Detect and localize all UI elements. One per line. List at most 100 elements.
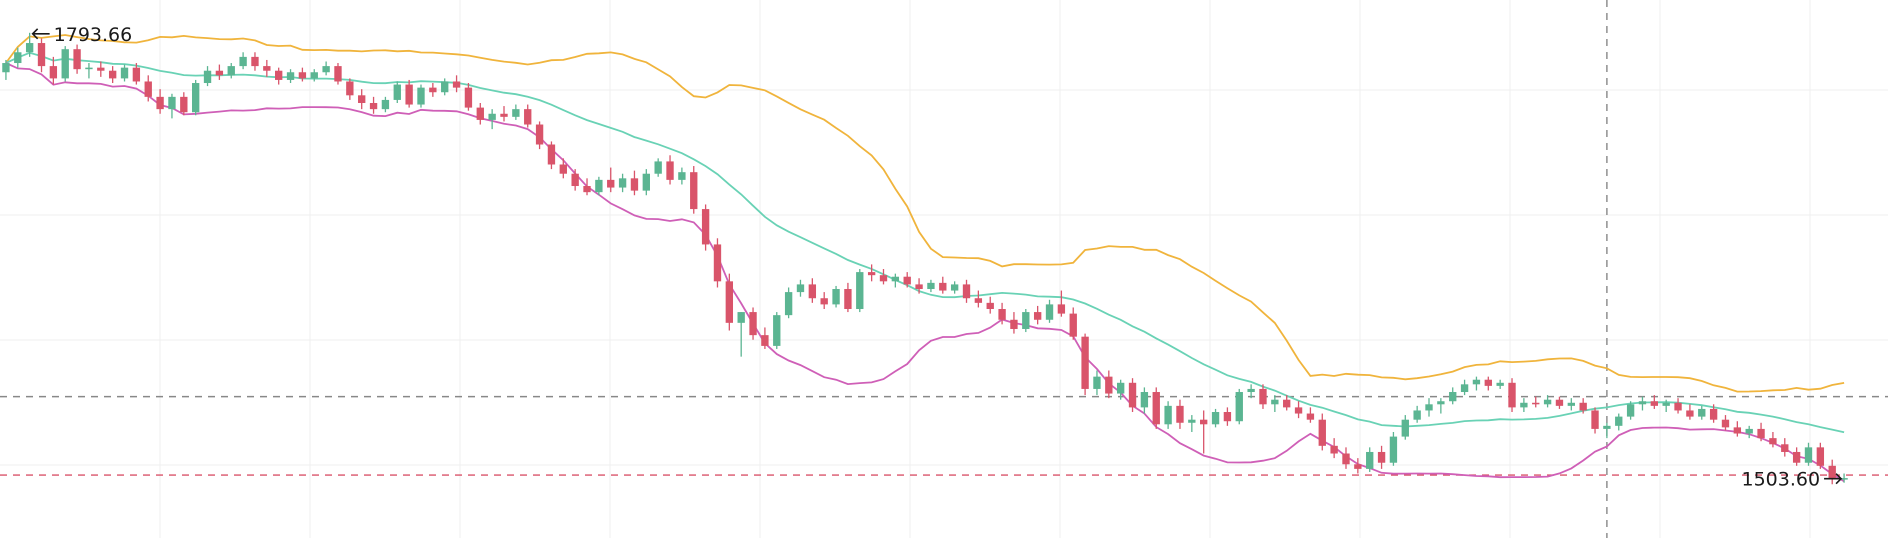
candle-body xyxy=(1650,401,1659,406)
candle xyxy=(1662,399,1670,412)
candle xyxy=(1389,431,1398,466)
candle-body xyxy=(464,87,473,108)
candle-body xyxy=(630,178,639,191)
candle-body xyxy=(618,178,627,188)
candle xyxy=(393,81,401,103)
candle xyxy=(405,79,413,108)
candle-body xyxy=(1093,376,1101,389)
candle-body xyxy=(1733,427,1742,434)
candle-body xyxy=(713,244,722,282)
candle-body xyxy=(879,275,888,282)
candle-body xyxy=(1437,401,1445,405)
candle xyxy=(820,292,828,309)
candle xyxy=(1045,299,1054,323)
candle xyxy=(37,38,46,73)
candle-body xyxy=(1520,402,1528,408)
candle-body xyxy=(1615,416,1623,426)
candle xyxy=(1757,422,1765,442)
candle-body xyxy=(1757,428,1765,439)
candle-body xyxy=(1010,319,1018,329)
candle xyxy=(1828,459,1836,485)
candle-body xyxy=(191,83,200,113)
candle xyxy=(1164,401,1172,429)
candle xyxy=(583,178,591,196)
candle-body xyxy=(180,96,188,113)
candle xyxy=(737,312,745,357)
candle xyxy=(832,285,840,308)
candle-body xyxy=(844,289,852,309)
candle xyxy=(1330,438,1338,459)
candle xyxy=(286,69,295,84)
candle-body xyxy=(1294,407,1303,414)
candle xyxy=(927,279,935,293)
candle-body xyxy=(1626,404,1635,417)
candle xyxy=(618,173,627,193)
candle-body xyxy=(346,81,354,96)
candle-body xyxy=(275,70,283,80)
boll-mid-line xyxy=(5,51,1845,434)
candle-body xyxy=(1709,408,1718,420)
candle xyxy=(441,78,449,96)
candle xyxy=(1745,425,1753,439)
candle xyxy=(1555,396,1564,409)
candle xyxy=(1200,410,1208,454)
candle xyxy=(1223,407,1232,426)
candle xyxy=(168,93,176,119)
candle-body xyxy=(1449,392,1457,402)
candle-body xyxy=(500,113,508,117)
candle-body xyxy=(1555,399,1564,406)
candle xyxy=(1520,398,1528,412)
candle xyxy=(263,59,271,77)
candle xyxy=(191,79,200,116)
candle xyxy=(678,167,686,185)
candle-body xyxy=(108,70,117,79)
candle-body xyxy=(796,284,805,293)
candle xyxy=(1069,307,1077,340)
candle xyxy=(144,75,152,102)
candle xyxy=(1496,379,1504,389)
candle xyxy=(500,106,508,122)
candle-body xyxy=(369,103,378,110)
candle xyxy=(1674,398,1682,414)
candle xyxy=(642,169,650,196)
candle-body xyxy=(14,52,22,64)
candle xyxy=(1626,401,1635,420)
candle-body xyxy=(298,72,307,79)
candle-body xyxy=(856,272,864,309)
candle xyxy=(346,78,354,100)
candle xyxy=(381,96,390,113)
candle xyxy=(1638,396,1647,411)
candle xyxy=(1318,413,1326,451)
candle-body xyxy=(571,173,579,187)
candle-body xyxy=(2,63,10,73)
candle xyxy=(1022,309,1030,333)
candle-body xyxy=(1200,419,1208,425)
candle xyxy=(275,67,283,85)
candle-body xyxy=(1674,402,1682,411)
candle xyxy=(1377,445,1386,469)
candles xyxy=(2,32,1848,485)
candle xyxy=(1366,447,1374,472)
candle-body xyxy=(322,66,330,73)
candle xyxy=(1259,384,1267,409)
bollinger-bands xyxy=(5,34,1845,483)
candle xyxy=(607,167,615,193)
candle xyxy=(1116,379,1125,400)
candle xyxy=(950,281,959,294)
candle xyxy=(334,63,342,85)
candle xyxy=(14,47,22,68)
candle-body xyxy=(203,70,212,84)
candle xyxy=(796,279,805,297)
candle-body xyxy=(1164,405,1172,425)
candle-body xyxy=(156,96,164,110)
candle-body xyxy=(1413,410,1421,420)
candle xyxy=(1543,395,1552,408)
candle xyxy=(1247,384,1255,399)
candle-body xyxy=(1769,438,1777,445)
candle-body xyxy=(583,186,591,193)
candle xyxy=(369,96,378,114)
candle-body xyxy=(927,282,935,290)
candle-body xyxy=(1152,392,1160,425)
candle-body xyxy=(1377,451,1386,463)
boll-upper-line xyxy=(5,34,1845,393)
